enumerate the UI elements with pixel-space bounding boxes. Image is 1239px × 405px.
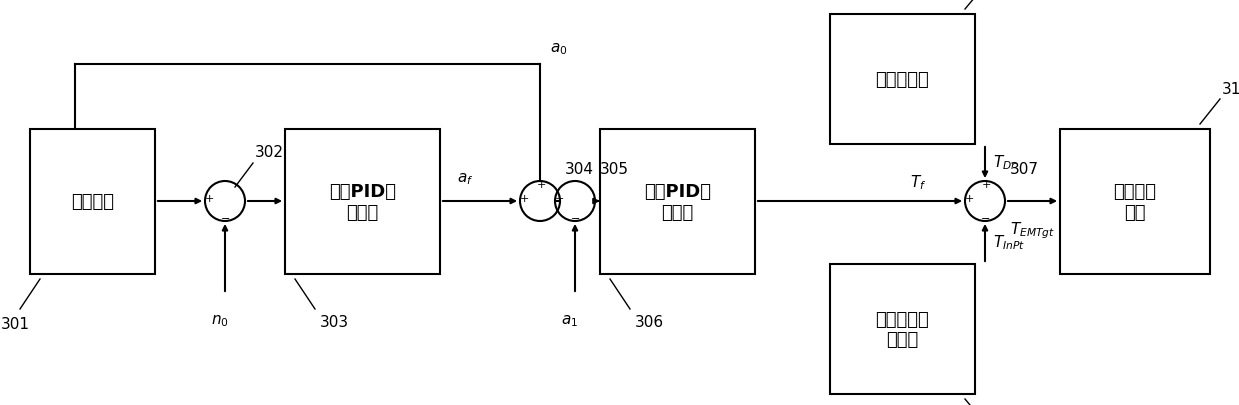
Text: 第二PID控
制单元: 第二PID控 制单元: [644, 183, 711, 222]
Text: 302: 302: [255, 145, 284, 160]
Text: +: +: [964, 194, 974, 203]
Text: −: −: [571, 213, 581, 224]
Text: 304: 304: [565, 162, 593, 177]
Text: $T_f$: $T_f$: [909, 173, 927, 192]
Text: $T_{EMTgt}$: $T_{EMTgt}$: [1010, 220, 1056, 240]
Bar: [830, 264, 975, 394]
Text: 306: 306: [636, 314, 664, 329]
Text: +: +: [204, 194, 213, 203]
Bar: [600, 130, 755, 274]
Text: $T_{Dr}$: $T_{Dr}$: [992, 153, 1017, 172]
Text: 310: 310: [1222, 82, 1239, 97]
Bar: [830, 15, 975, 145]
Text: 转速模型: 转速模型: [71, 193, 114, 211]
Text: −: −: [222, 213, 230, 224]
Text: 307: 307: [1010, 162, 1040, 177]
Text: $a_f$: $a_f$: [457, 171, 473, 187]
Text: +: +: [981, 179, 991, 190]
Text: 电机控制
单元: 电机控制 单元: [1114, 183, 1156, 222]
Text: 303: 303: [320, 314, 349, 329]
Text: $a_1$: $a_1$: [561, 312, 579, 328]
Text: 快速启发动
机模型: 快速启发动 机模型: [876, 310, 929, 349]
Bar: [1061, 130, 1211, 274]
Text: $a_0$: $a_0$: [550, 41, 567, 57]
Text: $n_0$: $n_0$: [211, 312, 229, 328]
Bar: [30, 130, 155, 274]
Text: 驾驶员模型: 驾驶员模型: [876, 71, 929, 89]
Text: 301: 301: [0, 316, 30, 331]
Text: −: −: [981, 213, 991, 224]
Text: $T_{InPt}$: $T_{InPt}$: [992, 233, 1025, 252]
Text: 第一PID控
制单元: 第一PID控 制单元: [330, 183, 396, 222]
Text: +: +: [519, 194, 529, 203]
Text: +: +: [536, 179, 545, 190]
Bar: [285, 130, 440, 274]
Text: +: +: [554, 194, 564, 203]
Text: 305: 305: [600, 162, 629, 177]
